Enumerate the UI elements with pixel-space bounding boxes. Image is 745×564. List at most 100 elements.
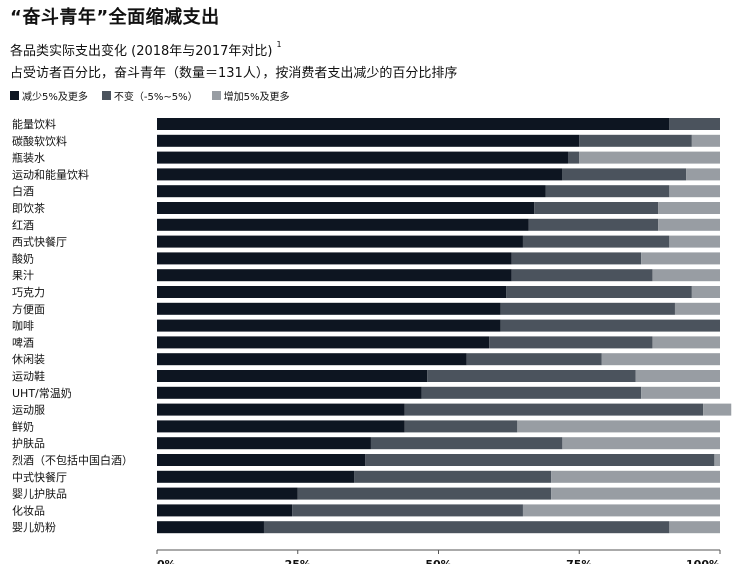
- bar-segment-decrease: [157, 168, 563, 181]
- bar-segment-decrease: [157, 118, 670, 130]
- bar-segment-increase: [674, 302, 720, 315]
- bar-segment-decrease: [157, 420, 405, 433]
- legend-item-decrease: 减少5%及更多: [10, 88, 88, 103]
- bar-segment-decrease: [157, 386, 422, 399]
- bar-segment-unchanged: [579, 134, 692, 147]
- subtitle-line-1: 各品类实际支出变化 (2018年与2017年对比): [10, 44, 273, 59]
- bar-segment-unchanged: [421, 386, 642, 399]
- category-label: 烈酒（不包括中国白酒）: [12, 453, 133, 467]
- category-label: 运动服: [12, 404, 45, 417]
- x-tick-label: 25%: [285, 558, 311, 564]
- bar-segment-increase: [658, 202, 720, 214]
- legend-label-unchanged: 不变（-5%~5%）: [113, 92, 198, 103]
- bar-segment-increase: [703, 403, 732, 416]
- bar-segment-increase: [691, 286, 720, 298]
- bar-segment-decrease: [157, 403, 405, 416]
- category-label: 瓶装水: [12, 151, 45, 165]
- bar-segment-increase: [635, 370, 720, 382]
- bar-segment-unchanged: [567, 151, 580, 164]
- category-label: 酸奶: [12, 251, 34, 265]
- x-tick-label: 100%: [686, 558, 720, 564]
- category-label: 巧克力: [12, 286, 45, 299]
- bar-segment-unchanged: [511, 252, 642, 265]
- category-label: 红酒: [12, 219, 34, 232]
- bar-segment-unchanged: [500, 302, 675, 315]
- chart-legend: 减少5%及更多 不变（-5%~5%） 增加5%及更多: [10, 88, 289, 103]
- bar-segment-increase: [658, 218, 720, 231]
- bar-segment-decrease: [157, 353, 467, 366]
- category-label: 能量饮料: [12, 117, 56, 131]
- bar-segment-decrease: [157, 319, 501, 332]
- bar-segment-increase: [652, 269, 720, 282]
- bar-segment-decrease: [157, 504, 293, 517]
- bar-segment-decrease: [157, 218, 529, 231]
- bar-segment-unchanged: [292, 504, 523, 517]
- bar-segment-unchanged: [354, 470, 552, 483]
- bar-segment-decrease: [157, 521, 264, 534]
- category-label: 即饮茶: [12, 202, 45, 215]
- bar-segment-decrease: [157, 235, 523, 248]
- category-label: 咖啡: [12, 319, 34, 333]
- bar-segment-decrease: [157, 151, 568, 164]
- category-label: 运动和能量饮料: [12, 167, 89, 181]
- bar-segment-unchanged: [522, 235, 670, 248]
- x-tick-label: 75%: [566, 558, 592, 564]
- bar-segment-decrease: [157, 470, 355, 483]
- bar-segment-decrease: [157, 454, 366, 466]
- category-label: 婴儿护肤品: [12, 487, 67, 501]
- bar-segment-unchanged: [511, 269, 653, 282]
- legend-label-decrease: 减少5%及更多: [22, 92, 88, 103]
- bar-segment-unchanged: [365, 454, 715, 466]
- bar-segment-increase: [669, 185, 720, 198]
- chart-title: “奋斗青年”全面缩减支出: [10, 7, 220, 28]
- bar-segment-increase: [551, 470, 720, 483]
- category-label: 休闲装: [12, 352, 45, 366]
- bar-segment-increase: [691, 134, 720, 147]
- bar-segment-increase: [522, 504, 720, 517]
- bar-segment-increase: [669, 521, 720, 534]
- bar-segment-increase: [641, 252, 720, 265]
- bar-segment-unchanged: [427, 370, 636, 382]
- bar-segment-decrease: [157, 302, 501, 315]
- bar-segment-unchanged: [534, 202, 659, 214]
- footnote-marker: 1: [276, 40, 282, 49]
- bar-segment-unchanged: [669, 118, 720, 130]
- bar-segment-increase: [641, 386, 720, 399]
- bar-segment-unchanged: [545, 185, 670, 198]
- category-label: UHT/常温奶: [12, 386, 72, 400]
- bar-segment-unchanged: [404, 420, 518, 433]
- category-label: 中式快餐厅: [12, 470, 67, 484]
- bar-segment-increase: [579, 151, 720, 164]
- chart-subtitle-1: 各品类实际支出变化 (2018年与2017年对比) 1: [10, 40, 282, 59]
- category-label: 方便面: [12, 302, 45, 316]
- x-tick-label: 50%: [425, 558, 451, 564]
- category-label: 护肤品: [12, 436, 45, 450]
- category-label: 碳酸软饮料: [12, 134, 67, 148]
- bar-segment-decrease: [157, 134, 580, 147]
- bar-segment-increase: [686, 168, 720, 181]
- bar-segment-unchanged: [297, 487, 552, 500]
- bar-segment-increase: [714, 454, 720, 466]
- bar-segment-increase: [601, 353, 720, 366]
- legend-item-increase: 增加5%及更多: [211, 88, 290, 103]
- bar-segment-unchanged: [466, 353, 602, 366]
- legend-swatch-decrease: [10, 91, 19, 100]
- bar-segment-unchanged: [370, 437, 563, 450]
- bar-segment-unchanged: [528, 218, 659, 231]
- category-label: 啤酒: [12, 335, 34, 349]
- bar-segment-unchanged: [263, 521, 670, 534]
- bar-segment-decrease: [157, 336, 490, 349]
- legend-label-increase: 增加5%及更多: [223, 92, 290, 103]
- chart-subtitle-2: 占受访者百分比，奋斗青年（数量＝131人），按消费者支出减少的百分比排序: [10, 66, 458, 81]
- category-label: 化妆品: [12, 503, 45, 517]
- x-tick-label: 0%: [157, 558, 176, 564]
- legend-swatch-unchanged: [101, 91, 111, 100]
- bar-segment-decrease: [157, 370, 428, 382]
- category-label: 白酒: [12, 184, 34, 198]
- bar-segment-increase: [517, 420, 720, 433]
- bar-segment-unchanged: [404, 403, 704, 416]
- category-label: 运动鞋: [12, 369, 45, 383]
- bar-segment-increase: [562, 437, 720, 450]
- bar-segment-increase: [551, 487, 720, 500]
- bar-segment-decrease: [157, 286, 507, 298]
